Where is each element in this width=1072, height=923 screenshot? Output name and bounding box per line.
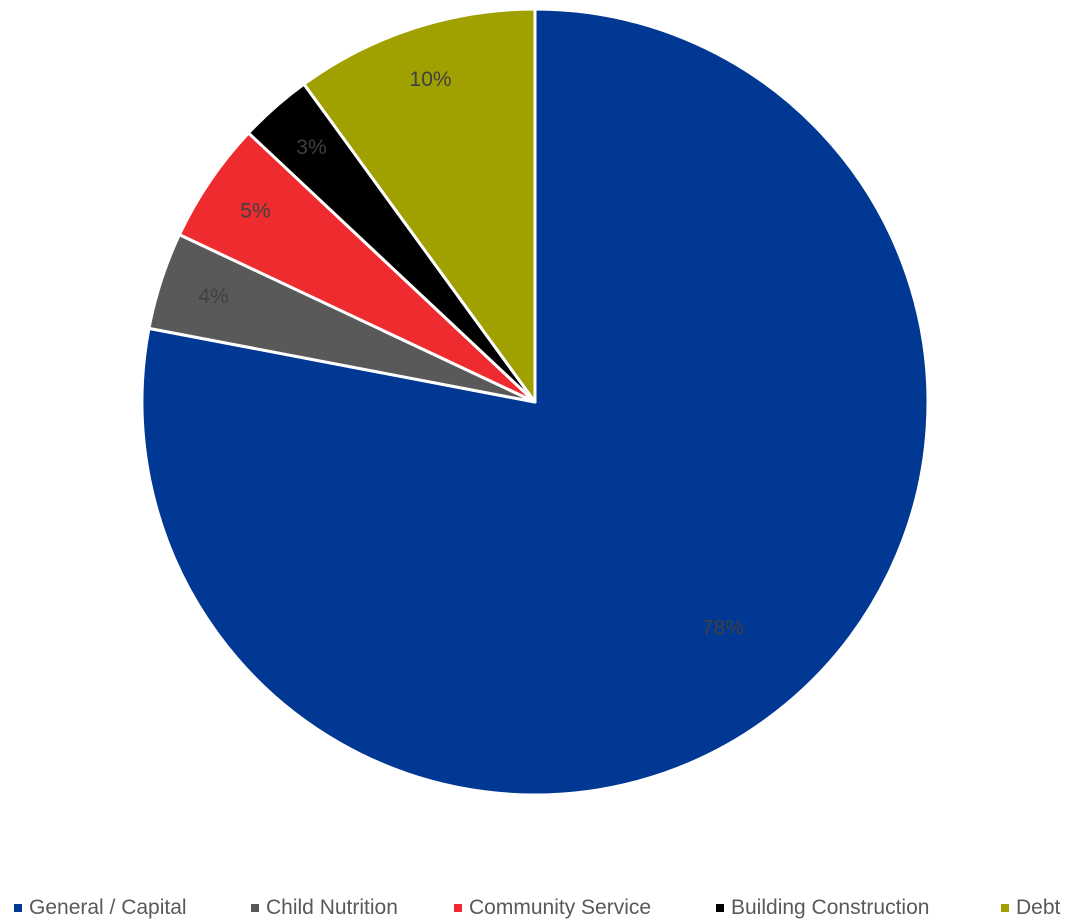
legend-swatch-general-capital — [14, 904, 22, 912]
legend-item-building-construction: Building Construction — [716, 893, 929, 923]
pie-slice-debt — [302, 7, 537, 404]
data-label-child-nutrition: 4% — [198, 285, 228, 308]
legend-swatch-child-nutrition — [251, 904, 259, 912]
data-label-debt: 10% — [410, 68, 452, 91]
legend-swatch-building-construction — [716, 904, 724, 912]
legend-item-community-service: Community Service — [454, 893, 651, 923]
legend-label-debt: Debt — [1016, 896, 1061, 919]
legend-item-debt: Debt — [1001, 893, 1060, 923]
legend-swatch-debt — [1001, 904, 1009, 912]
legend-label-general-capital: General / Capital — [29, 896, 187, 919]
legend-swatch-community-service — [454, 904, 462, 912]
chart-legend: General / Capital Child Nutrition Commun… — [0, 893, 1072, 923]
legend-label-community-service: Community Service — [469, 896, 652, 919]
pie-plot-area: 78% 4% 5% 3% 10% — [140, 7, 930, 797]
legend-label-building-construction: Building Construction — [731, 896, 930, 919]
data-label-general-capital: 78% — [702, 617, 744, 640]
legend-item-child-nutrition: Child Nutrition — [251, 893, 398, 923]
legend-label-child-nutrition: Child Nutrition — [266, 896, 398, 919]
data-label-community-service: 5% — [240, 200, 270, 223]
legend-item-general-capital: General / Capital — [14, 893, 187, 923]
data-label-building-construction: 3% — [296, 136, 326, 159]
